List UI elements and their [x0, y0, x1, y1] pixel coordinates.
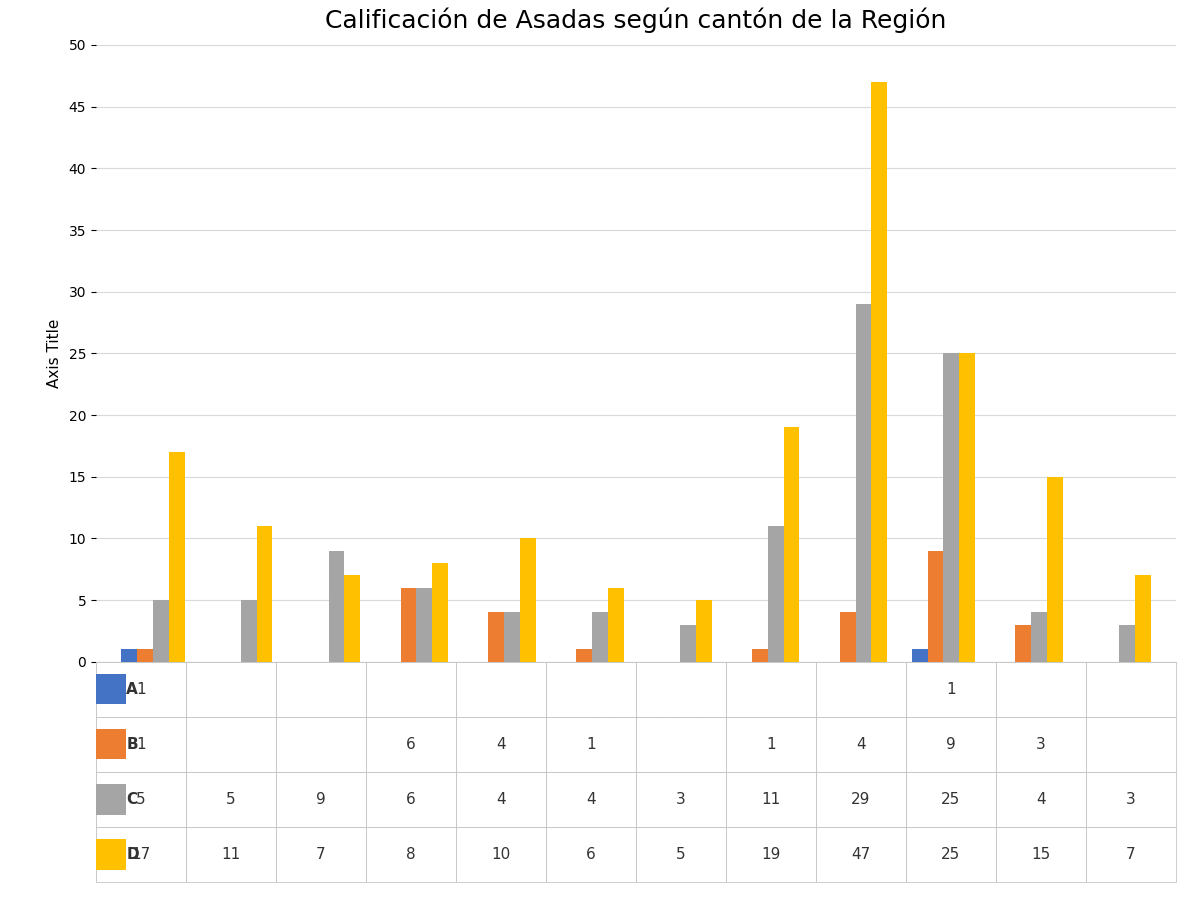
- Bar: [401, 588, 416, 662]
- Text: C: C: [126, 792, 138, 807]
- Bar: [169, 452, 185, 662]
- Bar: [856, 304, 871, 662]
- Bar: [137, 650, 154, 662]
- Bar: [504, 612, 520, 662]
- Bar: [241, 600, 257, 662]
- Text: A: A: [126, 682, 138, 697]
- Bar: [696, 600, 712, 662]
- Bar: [959, 354, 974, 662]
- Bar: [1015, 625, 1031, 662]
- Bar: [1118, 625, 1135, 662]
- Bar: [768, 526, 784, 662]
- Bar: [344, 575, 360, 662]
- Bar: [1031, 612, 1046, 662]
- Bar: [257, 526, 272, 662]
- Bar: [592, 612, 608, 662]
- Text: B: B: [126, 737, 138, 751]
- Bar: [520, 538, 536, 662]
- Bar: [576, 650, 592, 662]
- Bar: [912, 650, 928, 662]
- Bar: [416, 588, 432, 662]
- Title: Calificación de Asadas según cantón de la Región: Calificación de Asadas según cantón de l…: [325, 8, 947, 33]
- Bar: [943, 354, 959, 662]
- X-axis label: Región Chorotega: Región Chorotega: [568, 707, 704, 724]
- Bar: [329, 551, 344, 662]
- Bar: [432, 563, 448, 662]
- Bar: [784, 428, 799, 662]
- Bar: [840, 612, 856, 662]
- Bar: [608, 588, 624, 662]
- Bar: [121, 650, 137, 662]
- Bar: [752, 650, 768, 662]
- Bar: [928, 551, 943, 662]
- Y-axis label: Axis Title: Axis Title: [47, 319, 61, 388]
- Bar: [488, 612, 504, 662]
- Text: D: D: [126, 847, 139, 862]
- Bar: [1135, 575, 1151, 662]
- Bar: [680, 625, 696, 662]
- Bar: [871, 82, 887, 662]
- Bar: [1046, 477, 1063, 662]
- Bar: [154, 600, 169, 662]
